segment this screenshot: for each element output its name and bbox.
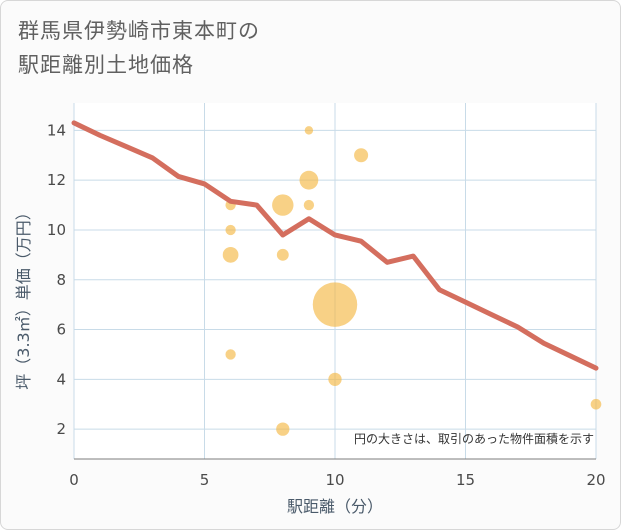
scatter-point (328, 372, 342, 386)
y-tick-label: 4 (56, 370, 66, 388)
y-tick-label: 12 (47, 171, 66, 189)
chart-title: 群馬県伊勢崎市東本町の 駅距離別土地価格 (18, 14, 260, 82)
bubble-layer (222, 126, 602, 436)
y-tick-label: 8 (56, 271, 66, 289)
trend-line (71, 120, 599, 371)
scatter-point (222, 247, 239, 263)
x-tick-label: 15 (456, 471, 475, 489)
scatter-point (304, 126, 314, 135)
scatter-point (276, 422, 290, 436)
y-tick-label: 2 (56, 420, 66, 438)
scatter-point (225, 349, 236, 360)
y-tick-label: 14 (47, 121, 66, 139)
chart-title-line-2: 駅距離別土地価格 (18, 53, 194, 77)
scatter-point (303, 199, 315, 211)
scatter-point (225, 224, 236, 236)
tick-labels: 0 5 10 15 20 2 4 6 8 10 12 14 (47, 121, 606, 489)
scatter-point (312, 282, 358, 327)
scatter-point (590, 398, 602, 410)
scatter-point (299, 170, 319, 190)
x-axis-label: 駅距離（分） (287, 497, 383, 516)
scatter-point (272, 194, 294, 216)
x-tick-label: 20 (586, 471, 605, 489)
bubble-size-note: 円の大きさは、取引のあった物件面積を示す (354, 431, 594, 446)
scatter-point (354, 148, 369, 163)
chart-title-line-1: 群馬県伊勢崎市東本町の (18, 19, 260, 43)
x-tick-label: 0 (69, 471, 79, 489)
y-tick-label: 10 (47, 221, 66, 239)
x-tick-label: 5 (200, 471, 210, 489)
grid-lines (73, 103, 597, 460)
scatter-point (276, 248, 289, 261)
y-axis-label: 坪（3.3㎡）単価（万円） (14, 204, 33, 389)
x-tick-label: 10 (325, 471, 344, 489)
y-tick-label: 6 (56, 321, 66, 339)
